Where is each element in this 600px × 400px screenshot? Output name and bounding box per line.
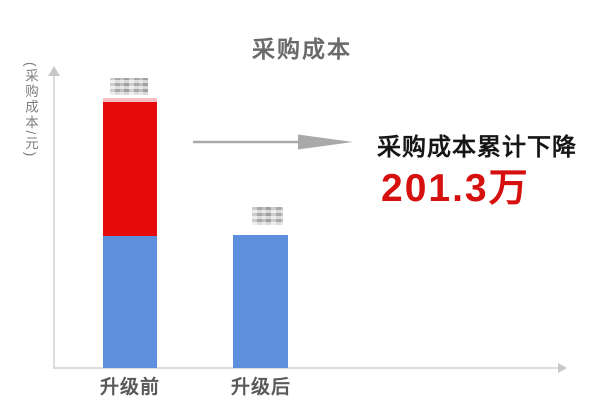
annotation-arrow-head xyxy=(298,134,353,150)
x-axis xyxy=(53,367,560,369)
category-label-after: 升级后 xyxy=(230,377,292,398)
y-axis-arrow-icon xyxy=(48,66,60,76)
y-axis-label: (采购成本/元) xyxy=(23,62,38,159)
bar2-data-label-blurred xyxy=(252,207,283,225)
bar2-segment xyxy=(233,235,288,368)
bar1-data-label-blurred xyxy=(110,78,148,95)
x-axis-arrow-icon xyxy=(558,363,567,373)
bar1-remaining-segment xyxy=(103,236,157,368)
bar1-cap-segment xyxy=(103,98,157,102)
annotation-arrow-icon xyxy=(193,134,353,150)
y-axis xyxy=(53,76,55,368)
annotation-value: 201.3万 xyxy=(381,167,530,210)
bar1-decrease-segment xyxy=(103,102,157,236)
bar-before-upgrade xyxy=(103,98,157,368)
chart-title: 采购成本 xyxy=(252,36,352,62)
bar-after-upgrade xyxy=(233,235,288,368)
annotation-text: 采购成本累计下降 xyxy=(377,134,577,161)
category-label-before: 升级前 xyxy=(99,377,161,398)
